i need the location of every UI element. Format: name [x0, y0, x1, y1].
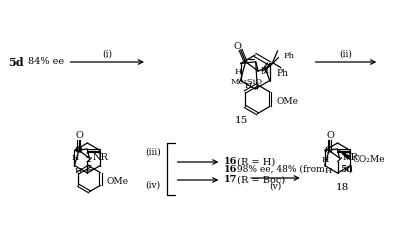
Text: 18: 18 — [336, 183, 349, 192]
Text: 15: 15 — [235, 116, 248, 125]
Text: O: O — [326, 131, 334, 140]
Text: H: H — [235, 67, 242, 76]
Text: (R = Boc): (R = Boc) — [234, 175, 286, 185]
Text: ): ) — [349, 165, 352, 173]
Text: (v): (v) — [269, 182, 282, 190]
Text: (R = H): (R = H) — [234, 158, 275, 166]
Text: (i): (i) — [102, 49, 112, 59]
Text: H: H — [322, 155, 329, 163]
Text: H: H — [244, 82, 252, 90]
Text: 16: 16 — [224, 158, 238, 166]
Text: 17: 17 — [224, 175, 238, 185]
Text: N: N — [260, 67, 269, 76]
Text: Me₃SiO: Me₃SiO — [231, 78, 263, 86]
Text: O: O — [74, 146, 82, 155]
Text: O: O — [324, 146, 332, 155]
Text: Ph: Ph — [283, 52, 294, 59]
Text: CO₂Me: CO₂Me — [352, 155, 385, 163]
Text: OMe: OMe — [277, 97, 299, 106]
Text: O: O — [233, 42, 241, 51]
Text: NR: NR — [342, 153, 358, 163]
Text: (ii): (ii) — [340, 49, 353, 59]
Text: 5d: 5d — [340, 165, 353, 173]
Text: OMe: OMe — [107, 177, 129, 185]
Text: 98% ee, 48% (from: 98% ee, 48% (from — [234, 165, 328, 173]
Text: NR: NR — [92, 153, 108, 163]
Polygon shape — [337, 149, 351, 160]
Text: H: H — [325, 167, 332, 175]
Text: H: H — [72, 155, 79, 163]
Text: 5d: 5d — [8, 57, 24, 67]
Text: 84% ee: 84% ee — [28, 57, 64, 67]
Text: H: H — [75, 167, 82, 175]
Text: Ph: Ph — [277, 69, 288, 78]
Text: O: O — [76, 131, 84, 140]
Text: 16: 16 — [224, 165, 238, 173]
Text: (iii): (iii) — [145, 148, 161, 156]
Text: (iv): (iv) — [145, 180, 160, 190]
